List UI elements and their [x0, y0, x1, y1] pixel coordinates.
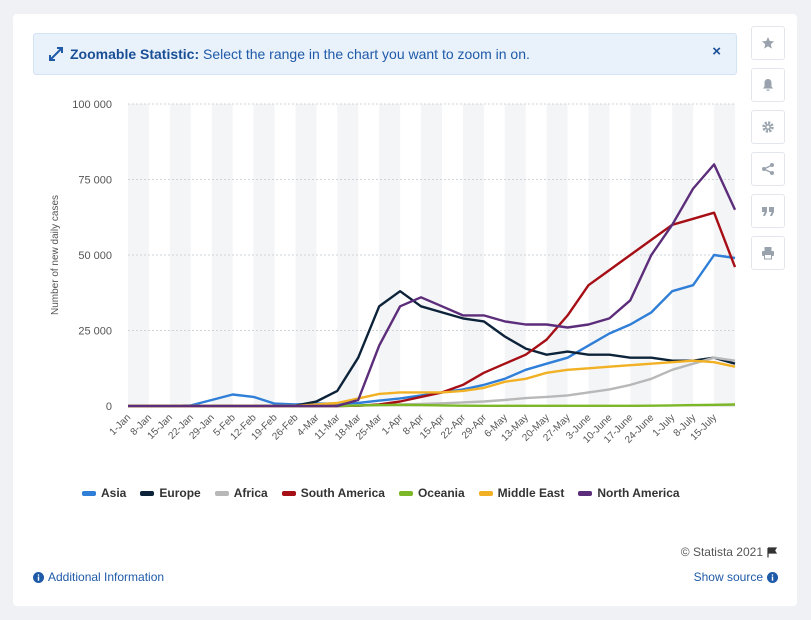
y-axis-label: Number of new daily cases [50, 195, 61, 315]
legend-label: South America [300, 486, 385, 500]
legend-swatch [140, 490, 155, 496]
info-icon [33, 571, 44, 583]
show-source-label: Show source [693, 570, 763, 584]
expand-icon [49, 47, 63, 61]
share-button[interactable] [751, 152, 785, 186]
legend-item[interactable]: Europe [140, 485, 201, 501]
legend-label: Africa [233, 486, 268, 500]
series-line-north-america [128, 163, 737, 408]
y-tick-label: 75 000 [78, 175, 112, 187]
x-tick-label: 1-Apr [380, 412, 406, 438]
cite-button[interactable] [751, 194, 785, 228]
legend-swatch [82, 490, 96, 496]
legend-item[interactable]: South America [281, 485, 385, 501]
y-tick-label: 50 000 [78, 250, 112, 262]
additional-information-label: Additional Information [48, 570, 165, 584]
legend-label: North America [597, 486, 680, 500]
chart-legend: Asia Europe Africa South America Oceania Midd… [82, 485, 680, 501]
zoom-banner: Zoomable Statistic: Select the range in … [33, 33, 737, 75]
legend-swatch [214, 490, 229, 496]
notification-button[interactable] [751, 68, 785, 102]
legend-label: Asia [101, 486, 127, 500]
gear-icon [762, 121, 774, 133]
banner-body: Select the range in the chart you want t… [203, 46, 530, 62]
legend-item[interactable]: Oceania [398, 485, 465, 501]
banner-message: Zoomable Statistic: Select the range in … [70, 46, 530, 62]
print-icon [762, 247, 774, 260]
y-tick-label: 25 000 [78, 326, 112, 338]
legend-swatch [398, 490, 413, 496]
statista-credit: © Statista 2021 [681, 545, 778, 559]
x-tick-label: 29-Apr [460, 412, 489, 441]
banner-title: Zoomable Statistic: [70, 46, 200, 62]
legend-item[interactable]: North America [578, 485, 680, 501]
legend-label: Europe [159, 486, 201, 500]
quote-icon [762, 207, 774, 216]
print-button[interactable] [751, 236, 785, 270]
additional-information-link[interactable]: Additional Information [33, 570, 164, 584]
grid-band [588, 104, 610, 406]
credit-text: © Statista 2021 [680, 545, 763, 559]
legend-swatch [578, 490, 593, 496]
x-tick-label: 1-Jan [108, 412, 133, 437]
legend-swatch [281, 490, 296, 496]
star-icon [762, 37, 774, 49]
legend-label: Oceania [417, 486, 465, 500]
info-icon [767, 571, 778, 583]
legend-swatch [478, 490, 493, 496]
favorite-button[interactable] [751, 26, 785, 60]
legend-label: Middle East [497, 486, 565, 500]
show-source-link[interactable]: Show source [694, 570, 778, 584]
share-icon [762, 163, 774, 175]
y-tick-label: 100 000 [72, 99, 112, 111]
close-banner-button[interactable]: × [712, 43, 721, 60]
legend-item[interactable]: Middle East [478, 485, 565, 501]
grid-band [504, 104, 526, 406]
legend-item[interactable]: Asia [82, 485, 126, 501]
legend-item[interactable]: Africa [214, 485, 268, 501]
bell-icon [763, 79, 773, 91]
settings-button[interactable] [751, 110, 785, 144]
x-tick-label: 1-July [651, 412, 678, 439]
flag-icon [767, 546, 778, 557]
y-tick-label: 0 [106, 401, 112, 413]
